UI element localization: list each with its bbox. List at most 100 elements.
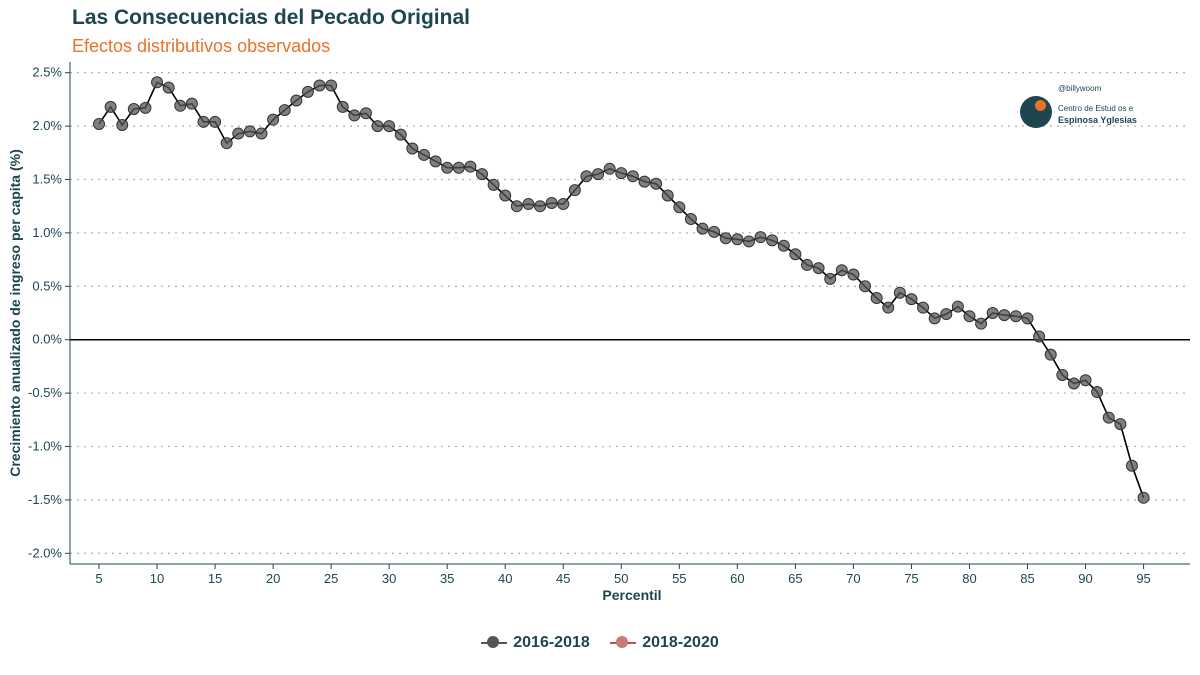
y-tick-label: 1.5% (32, 171, 62, 186)
data-point (673, 201, 686, 214)
legend-label-series-1: 2016-2018 (513, 634, 590, 651)
legend-label-series-2: 2018-2020 (642, 634, 719, 651)
x-tick-label: 15 (208, 571, 222, 586)
chart-subtitle: Efectos distributivos observados (72, 36, 331, 56)
data-point (452, 161, 465, 174)
data-point (835, 264, 848, 277)
data-point (499, 189, 512, 202)
data-point (464, 160, 477, 173)
data-point (510, 200, 523, 213)
data-point (290, 94, 303, 107)
x-tick-label: 20 (266, 571, 280, 586)
data-point (951, 300, 964, 313)
y-tick-label: 2.0% (32, 118, 62, 133)
x-tick-label: 25 (324, 571, 338, 586)
data-point (185, 97, 198, 110)
data-point (336, 100, 349, 113)
data-point (684, 213, 697, 226)
data-point (267, 113, 280, 126)
data-point (824, 272, 837, 285)
data-point (278, 104, 291, 117)
x-axis-ticks: 5 10 15 20 25 30 35 40 45 50 55 60 65 70 75 80 85 90 95 (70, 563, 1190, 586)
x-tick-label: 95 (1136, 571, 1150, 586)
x-tick-label: 80 (962, 571, 976, 586)
data-point (383, 120, 396, 133)
data-point (696, 222, 709, 235)
data-point (476, 168, 489, 181)
data-point (893, 286, 906, 299)
x-tick-label: 75 (904, 571, 918, 586)
gridlines (70, 72, 1190, 554)
data-point (789, 248, 802, 261)
data-point (522, 198, 535, 211)
data-point (1114, 418, 1127, 431)
data-point (417, 148, 430, 161)
data-point (116, 119, 129, 132)
y-tick-label: -0.5% (28, 385, 62, 400)
y-axis-ticks: 2.5% 2.0% 1.5% 1.0% 0.5% 0.0% -0.5% -1.0% -1.5% -… (28, 62, 71, 564)
data-point (220, 137, 233, 150)
data-point (859, 280, 872, 293)
y-tick-label: 0.0% (32, 332, 62, 347)
data-point (1044, 348, 1057, 361)
data-point (1033, 330, 1046, 343)
legend-item-series-1: 2016-2018 (481, 634, 590, 652)
x-tick-label: 60 (730, 571, 744, 586)
data-point (986, 307, 999, 319)
x-tick-label: 85 (1020, 571, 1034, 586)
data-point (568, 184, 581, 197)
data-point (243, 125, 256, 138)
series-line-1 (98, 81, 1145, 499)
data-point (800, 258, 813, 271)
data-point (1091, 386, 1104, 399)
data-point (580, 170, 593, 183)
data-point (742, 235, 755, 248)
data-point (940, 308, 953, 321)
data-point (429, 155, 442, 168)
data-point (975, 317, 988, 330)
x-tick-label: 50 (614, 571, 628, 586)
x-axis-title: Percentil (602, 587, 661, 603)
data-point (1021, 312, 1034, 325)
legend: 2016-2018 2018-2020 (0, 634, 1200, 656)
x-tick-label: 70 (846, 571, 860, 586)
y-tick-label: -1.0% (28, 439, 62, 454)
data-point (928, 312, 941, 325)
logo: @billywoom Centro de Estud os e Espinosa… (1018, 82, 1188, 142)
data-point (766, 234, 779, 247)
data-point (650, 177, 663, 190)
data-point (638, 175, 651, 188)
data-point (394, 128, 407, 141)
data-point (104, 100, 117, 113)
chart-title: Las Consecuencias del Pecado Original (72, 6, 470, 29)
x-tick-label: 65 (788, 571, 802, 586)
data-point (731, 233, 744, 246)
data-point (777, 239, 790, 252)
data-point (359, 107, 372, 120)
data-point (905, 293, 918, 306)
data-point (1102, 411, 1115, 424)
data-point (406, 142, 419, 155)
x-tick-label: 10 (150, 571, 164, 586)
data-point (325, 79, 338, 92)
data-point (754, 231, 767, 244)
x-tick-label: 35 (440, 571, 454, 586)
data-point (127, 102, 140, 115)
data-point (313, 79, 326, 92)
data-point (174, 99, 187, 112)
legend-key-series-1 (481, 635, 508, 651)
data-point (708, 225, 721, 238)
y-tick-label: 1.0% (32, 225, 62, 240)
legend-key-series-2 (610, 635, 637, 651)
data-point (348, 109, 361, 122)
data-point (592, 168, 605, 181)
logo-line-1: Centro de Estud os e (1058, 104, 1134, 113)
data-point (1079, 374, 1092, 387)
data-point (603, 162, 616, 175)
x-tick-label: 55 (672, 571, 686, 586)
x-tick-label: 5 (95, 571, 102, 586)
data-point (719, 232, 732, 245)
data-point (557, 198, 570, 211)
data-point (615, 167, 628, 180)
data-point (882, 301, 895, 314)
